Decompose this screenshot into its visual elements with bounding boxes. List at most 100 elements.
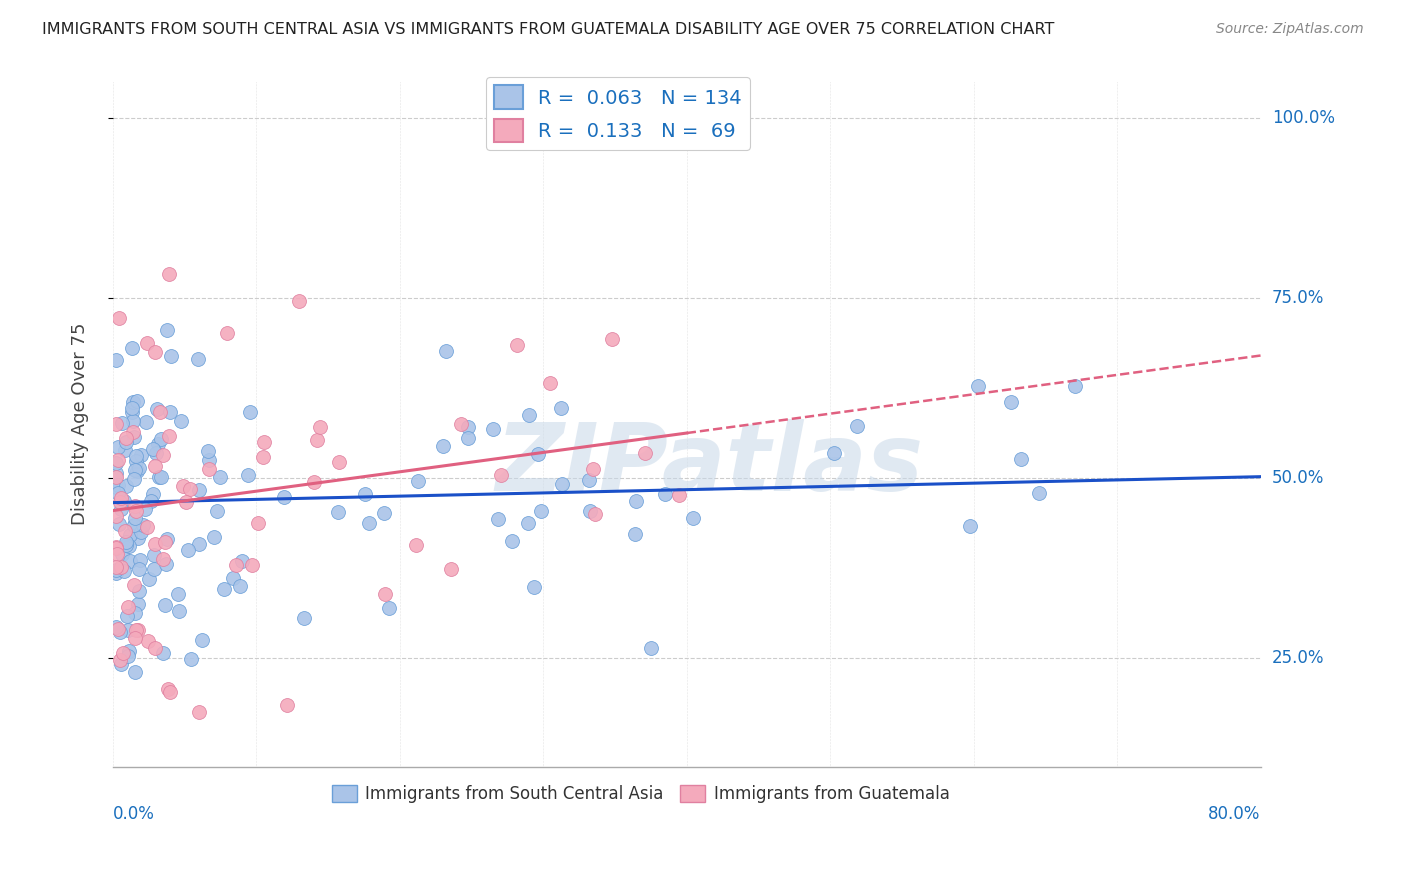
Point	[124, 463, 146, 477]
Point	[328, 455, 350, 469]
Point	[288, 293, 311, 308]
Point	[124, 518, 146, 533]
Point	[146, 402, 169, 417]
Point	[188, 705, 211, 719]
Point	[104, 353, 127, 368]
Point	[578, 473, 600, 487]
Point	[157, 681, 180, 696]
Point	[104, 480, 127, 494]
Point	[198, 453, 221, 467]
Point	[406, 474, 429, 488]
Point	[187, 537, 209, 551]
Point	[172, 479, 194, 493]
Point	[640, 640, 662, 655]
Point	[305, 433, 328, 447]
Point	[188, 483, 211, 497]
Point	[107, 622, 129, 636]
Point	[482, 422, 505, 436]
Text: 100.0%: 100.0%	[1272, 109, 1334, 127]
Point	[118, 644, 141, 658]
Point	[141, 493, 163, 508]
Point	[104, 566, 127, 580]
Point	[240, 558, 263, 572]
Point	[127, 624, 149, 638]
Point	[110, 657, 132, 672]
Point	[624, 527, 647, 541]
Point	[105, 456, 128, 470]
Point	[128, 562, 150, 576]
Point	[374, 587, 396, 601]
Point	[292, 611, 315, 625]
Point	[440, 562, 463, 576]
Point	[136, 336, 159, 351]
Point	[107, 453, 129, 467]
Point	[125, 449, 148, 463]
Point	[489, 467, 512, 482]
Point	[107, 486, 129, 500]
Point	[538, 376, 561, 390]
Point	[122, 519, 145, 533]
Point	[122, 425, 145, 439]
Point	[457, 431, 479, 445]
Point	[486, 512, 509, 526]
Point	[209, 469, 232, 483]
Point	[152, 552, 174, 566]
Point	[114, 564, 136, 578]
Point	[135, 415, 157, 429]
Point	[121, 395, 143, 409]
Point	[125, 504, 148, 518]
Point	[115, 535, 138, 549]
Point	[180, 652, 202, 666]
Point	[668, 488, 690, 502]
Point	[167, 604, 190, 618]
Point	[125, 394, 148, 409]
Point	[150, 469, 173, 483]
Point	[108, 495, 131, 509]
Point	[1000, 394, 1022, 409]
Point	[583, 507, 606, 521]
Point	[159, 404, 181, 418]
Point	[117, 648, 139, 663]
Point	[115, 538, 138, 552]
Point	[128, 584, 150, 599]
Point	[124, 499, 146, 513]
Point	[124, 632, 146, 646]
Point	[156, 323, 179, 337]
Point	[121, 414, 143, 428]
Point	[845, 419, 868, 434]
Point	[1028, 485, 1050, 500]
Point	[149, 405, 172, 419]
Text: 50.0%: 50.0%	[1272, 469, 1324, 487]
Point	[111, 547, 134, 561]
Point	[432, 439, 454, 453]
Point	[124, 606, 146, 620]
Point	[117, 623, 139, 637]
Point	[112, 646, 135, 660]
Point	[128, 461, 150, 475]
Point	[145, 458, 167, 473]
Point	[579, 504, 602, 518]
Point	[530, 504, 553, 518]
Point	[143, 640, 166, 655]
Point	[104, 541, 127, 556]
Point	[138, 572, 160, 586]
Text: Source: ZipAtlas.com: Source: ZipAtlas.com	[1216, 22, 1364, 37]
Text: 25.0%: 25.0%	[1272, 649, 1324, 667]
Point	[114, 524, 136, 539]
Point	[159, 685, 181, 699]
Point	[523, 581, 546, 595]
Point	[191, 633, 214, 648]
Point	[252, 450, 274, 464]
Text: 80.0%: 80.0%	[1208, 805, 1261, 823]
Point	[357, 516, 380, 530]
Point	[142, 549, 165, 563]
Point	[124, 430, 146, 444]
Point	[959, 519, 981, 533]
Point	[153, 535, 176, 549]
Point	[148, 437, 170, 451]
Point	[104, 508, 127, 523]
Point	[121, 404, 143, 418]
Point	[155, 598, 177, 612]
Point	[124, 623, 146, 637]
Point	[110, 501, 132, 516]
